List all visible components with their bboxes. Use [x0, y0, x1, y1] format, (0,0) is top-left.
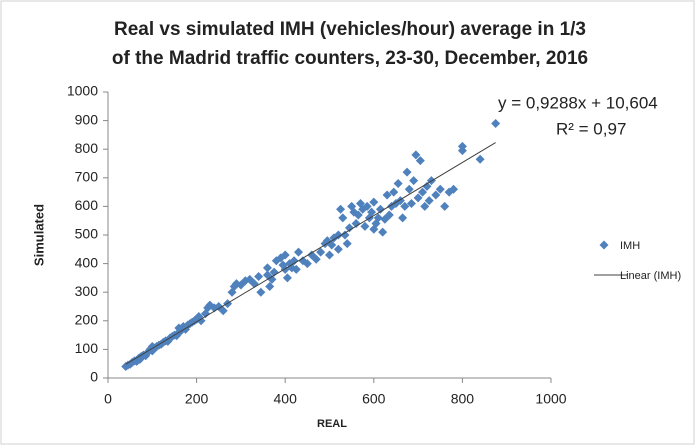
x-tick-label: 0 — [104, 391, 112, 407]
y-tick-label: 700 — [75, 169, 99, 185]
point — [398, 213, 408, 223]
y-tick-label: 0 — [90, 369, 98, 385]
point — [418, 187, 428, 197]
point — [311, 254, 321, 264]
point — [289, 256, 299, 266]
y-tick-label: 900 — [75, 111, 99, 127]
point — [351, 219, 361, 229]
point — [475, 154, 485, 164]
legend-marker — [599, 240, 609, 250]
y-tick-label: 300 — [75, 283, 99, 299]
point — [422, 181, 432, 191]
point — [411, 150, 421, 160]
y-tick-label: 400 — [75, 254, 99, 270]
point — [282, 273, 292, 283]
point — [336, 204, 346, 214]
point — [435, 184, 445, 194]
point — [265, 281, 275, 291]
legend-label: Linear (IMH) — [620, 270, 681, 282]
point — [382, 190, 392, 200]
y-axis-label: Simulated — [31, 204, 46, 266]
point — [367, 207, 377, 217]
point — [400, 201, 410, 211]
point — [402, 167, 412, 177]
point — [327, 240, 337, 250]
point — [280, 250, 290, 260]
point — [431, 190, 441, 200]
trendline-r2: R² = 0,97 — [556, 119, 626, 138]
chart-title: of the Madrid traffic counters, 23-30, D… — [112, 48, 588, 69]
point — [375, 204, 385, 214]
legend-label: IMH — [620, 240, 640, 252]
y-tick-label: 1000 — [67, 83, 98, 99]
point — [420, 201, 430, 211]
point — [449, 184, 459, 194]
point — [267, 274, 277, 284]
point — [256, 287, 266, 297]
x-tick-label: 200 — [185, 391, 209, 407]
point — [373, 213, 383, 223]
point — [409, 176, 419, 186]
trendline — [125, 142, 496, 365]
point — [302, 259, 312, 269]
x-tick-label: 800 — [451, 391, 475, 407]
point — [457, 146, 467, 156]
point — [406, 199, 416, 209]
point — [262, 263, 272, 273]
point — [340, 230, 350, 240]
point — [360, 221, 370, 231]
point — [415, 156, 425, 166]
point — [424, 196, 434, 206]
point — [218, 306, 228, 316]
x-tick-label: 600 — [362, 391, 386, 407]
trendline-equation: y = 0,9288x + 10,604 — [498, 93, 658, 112]
point — [440, 201, 450, 211]
point — [293, 247, 303, 257]
point — [353, 210, 363, 220]
y-tick-label: 800 — [75, 140, 99, 156]
point — [196, 316, 206, 326]
point — [344, 223, 354, 233]
point — [316, 247, 326, 257]
point — [342, 239, 352, 249]
point — [389, 187, 399, 197]
point — [378, 227, 388, 237]
point — [369, 197, 379, 207]
y-tick-label: 500 — [75, 226, 99, 242]
point — [362, 201, 372, 211]
point — [413, 193, 423, 203]
point — [325, 250, 334, 260]
y-tick-label: 100 — [75, 340, 99, 356]
x-tick-label: 400 — [274, 391, 298, 407]
point — [393, 179, 403, 189]
y-tick-label: 600 — [75, 197, 99, 213]
point — [254, 271, 264, 281]
y-tick-label: 200 — [75, 312, 99, 328]
x-axis-label: REAL — [317, 418, 347, 430]
point — [404, 184, 414, 194]
point — [338, 213, 348, 223]
chart-title: Real vs simulated IMH (vehicles/hour) av… — [114, 19, 586, 40]
x-tick-label: 1000 — [535, 391, 566, 407]
point — [333, 230, 343, 240]
point — [491, 118, 501, 128]
point — [384, 210, 394, 220]
point — [291, 264, 301, 274]
point — [333, 244, 343, 254]
